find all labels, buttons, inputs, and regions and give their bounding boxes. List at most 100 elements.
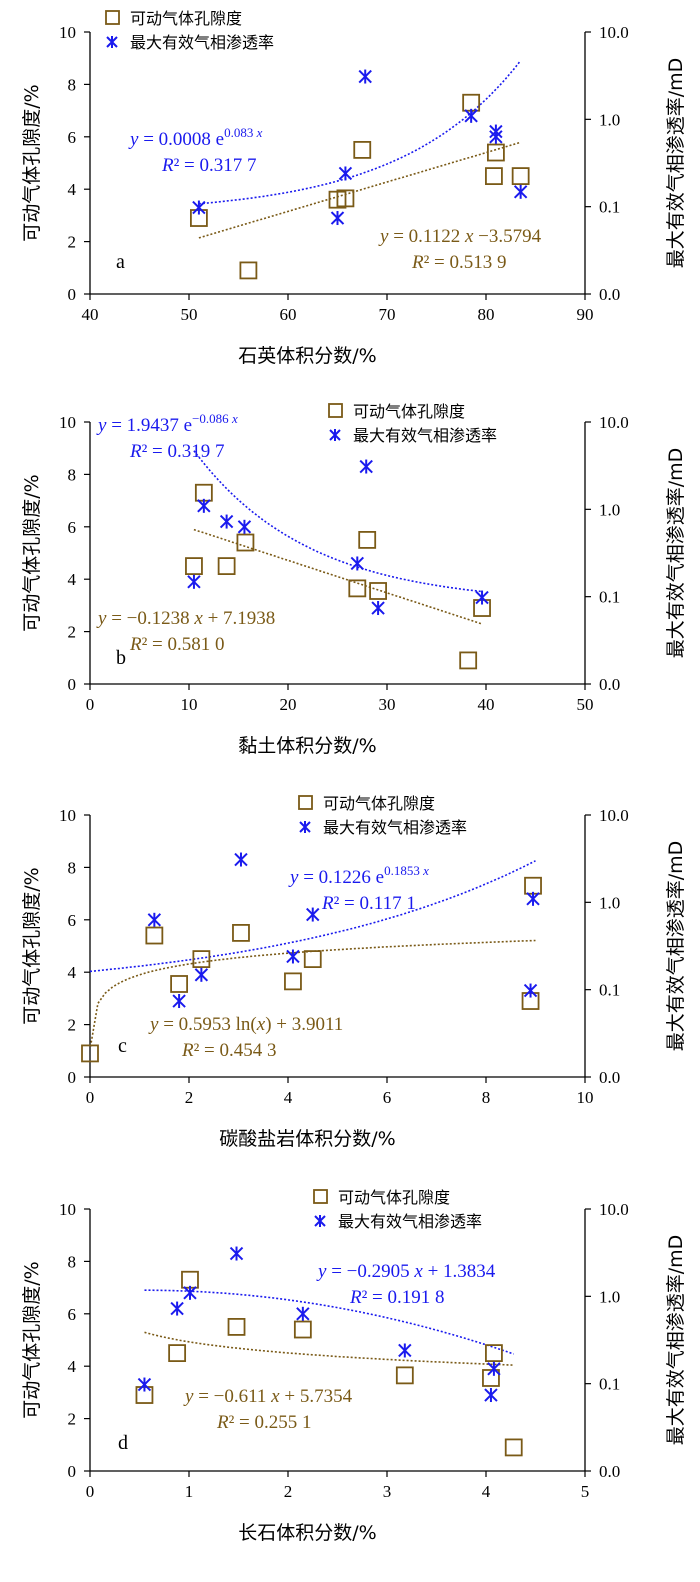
y-tick-label-right: 10.0 (599, 806, 629, 825)
x-tick-label: 20 (280, 695, 297, 714)
y-tick-label-left: 2 (68, 623, 77, 642)
legend-porosity-label: 可动气体孔隙度 (130, 9, 242, 28)
y-tick-label-left: 4 (68, 570, 77, 589)
permeability-point (183, 1285, 197, 1300)
permeability-point (296, 1306, 310, 1321)
legend-permeability-label: 最大有效气相渗透率 (323, 818, 467, 837)
permeability-point (398, 1343, 412, 1358)
x-tick-label: 8 (482, 1088, 491, 1107)
permeability-point (371, 601, 385, 616)
porosity-point (185, 557, 203, 575)
permeability-trend-line (89, 860, 536, 973)
permeability-point (194, 967, 209, 982)
x-tick-label: 4 (284, 1088, 293, 1107)
permeability-point (487, 1361, 501, 1376)
porosity-point (482, 1369, 500, 1387)
y-tick-label-left: 0 (68, 1462, 77, 1481)
x-tick-label: 80 (478, 305, 495, 324)
x-tick-label: 2 (284, 1482, 293, 1501)
x-tick-label: 2 (185, 1088, 194, 1107)
permeability-r-squared: R² = 0.319 7 (129, 441, 225, 462)
y-tick-label-left: 0 (68, 1068, 77, 1087)
permeability-r-squared: R² = 0.317 7 (161, 155, 257, 176)
porosity-point (504, 1438, 523, 1457)
x-tick-label: 50 (181, 305, 198, 324)
porosity-point (486, 143, 505, 162)
y-axis-label-right: 最大有效气相渗透率/mD (665, 58, 687, 269)
permeability-point (523, 983, 538, 998)
y-axis-label-right: 最大有效气相渗透率/mD (665, 448, 687, 659)
permeability-point (237, 519, 252, 534)
y-tick-label-left: 6 (68, 911, 77, 930)
permeability-r-squared: R² = 0.117 1 (321, 893, 416, 914)
porosity-point (336, 189, 355, 208)
porosity-r-squared: R² = 0.454 3 (181, 1040, 277, 1061)
permeability-point (234, 852, 248, 867)
permeability-point (147, 912, 162, 927)
x-tick-label: 10 (577, 1088, 594, 1107)
y-tick-label-right: 1.0 (599, 500, 620, 519)
panel-b: 0 10 20 30 40 50 0 2 4 6 8 10 0.0 0.1 1.0 10.0 黏土体积分数/% 可… (21, 402, 687, 757)
y-tick-label-left: 10 (59, 806, 76, 825)
x-tick-label: 10 (181, 695, 198, 714)
y-tick-label-left: 0 (68, 675, 77, 694)
permeability-point (137, 1377, 152, 1392)
y-tick-label-left: 2 (68, 1016, 77, 1035)
permeability-point (489, 129, 503, 144)
y-tick-label-right: 10.0 (599, 413, 629, 432)
permeability-point (338, 166, 353, 181)
porosity-point (284, 972, 302, 991)
x-tick-label: 30 (379, 695, 396, 714)
porosity-point (145, 926, 164, 945)
y-tick-label-left: 6 (68, 128, 77, 147)
y-axis-label-right: 最大有效气相渗透率/mD (665, 841, 687, 1052)
legend-porosity-symbol (313, 1189, 328, 1204)
permeability-point (197, 498, 211, 513)
permeability-equation: y = −0.2905 x + 1.3834 (316, 1261, 496, 1282)
porosity-point (168, 1344, 187, 1362)
porosity-point (485, 1344, 503, 1362)
y-tick-label-right: 0.0 (599, 1068, 620, 1087)
porosity-point (192, 950, 211, 968)
porosity-point (348, 579, 367, 598)
legend-permeability-symbol (106, 36, 118, 48)
legend-permeability-symbol (329, 429, 341, 441)
porosity-equation: y = −0.611 x + 5.7354 (183, 1386, 353, 1407)
y-tick-label-left: 10 (59, 1200, 76, 1219)
porosity-equation: y = 0.5953 ln(x) + 3.9011 (148, 1014, 343, 1035)
y-tick-label-left: 10 (59, 413, 76, 432)
y-tick-label-left: 10 (59, 23, 76, 42)
permeability-point (219, 514, 234, 529)
x-axis-label: 石英体积分数/% (238, 345, 376, 367)
porosity-point (511, 167, 530, 186)
x-tick-label: 50 (577, 695, 594, 714)
permeability-point (229, 1246, 244, 1261)
permeability-point (172, 994, 186, 1009)
legend-porosity-label: 可动气体孔隙度 (323, 794, 435, 813)
permeability-point (192, 200, 206, 215)
panel-d: 0 1 2 3 4 5 0 2 4 6 8 10 0.0 0.1 1.0 10.0 长石体积分数/% 可动气体孔隙… (21, 1188, 687, 1544)
y-tick-label-right: 0.1 (599, 588, 620, 607)
legend-permeability-symbol (314, 1215, 326, 1227)
y-tick-label-left: 8 (68, 1252, 77, 1271)
y-tick-label-left: 8 (68, 75, 77, 94)
permeability-equation: y = 0.0008 e0.083 x (128, 125, 263, 150)
permeability-trend-line (198, 60, 522, 205)
y-tick-label-left: 4 (68, 963, 77, 982)
y-tick-label-left: 4 (68, 1357, 77, 1376)
panel-label: a (116, 251, 125, 273)
x-tick-label: 40 (82, 305, 99, 324)
y-tick-label-right: 0.1 (599, 198, 620, 217)
x-tick-label: 0 (86, 1088, 95, 1107)
y-tick-label-left: 6 (68, 1305, 77, 1324)
permeability-trend-line (144, 1289, 514, 1355)
legend-permeability-label: 最大有效气相渗透率 (130, 33, 274, 52)
porosity-equation: y = −0.1238 x + 7.1938 (96, 608, 275, 629)
permeability-point (484, 1388, 498, 1403)
permeability-point (475, 590, 489, 605)
permeability-point (526, 891, 540, 906)
permeability-equation: y = 0.1226 e0.1853 x (288, 863, 429, 888)
legend-porosity-symbol (298, 795, 313, 810)
x-tick-label: 0 (86, 1482, 95, 1501)
panel-label: b (116, 647, 126, 669)
